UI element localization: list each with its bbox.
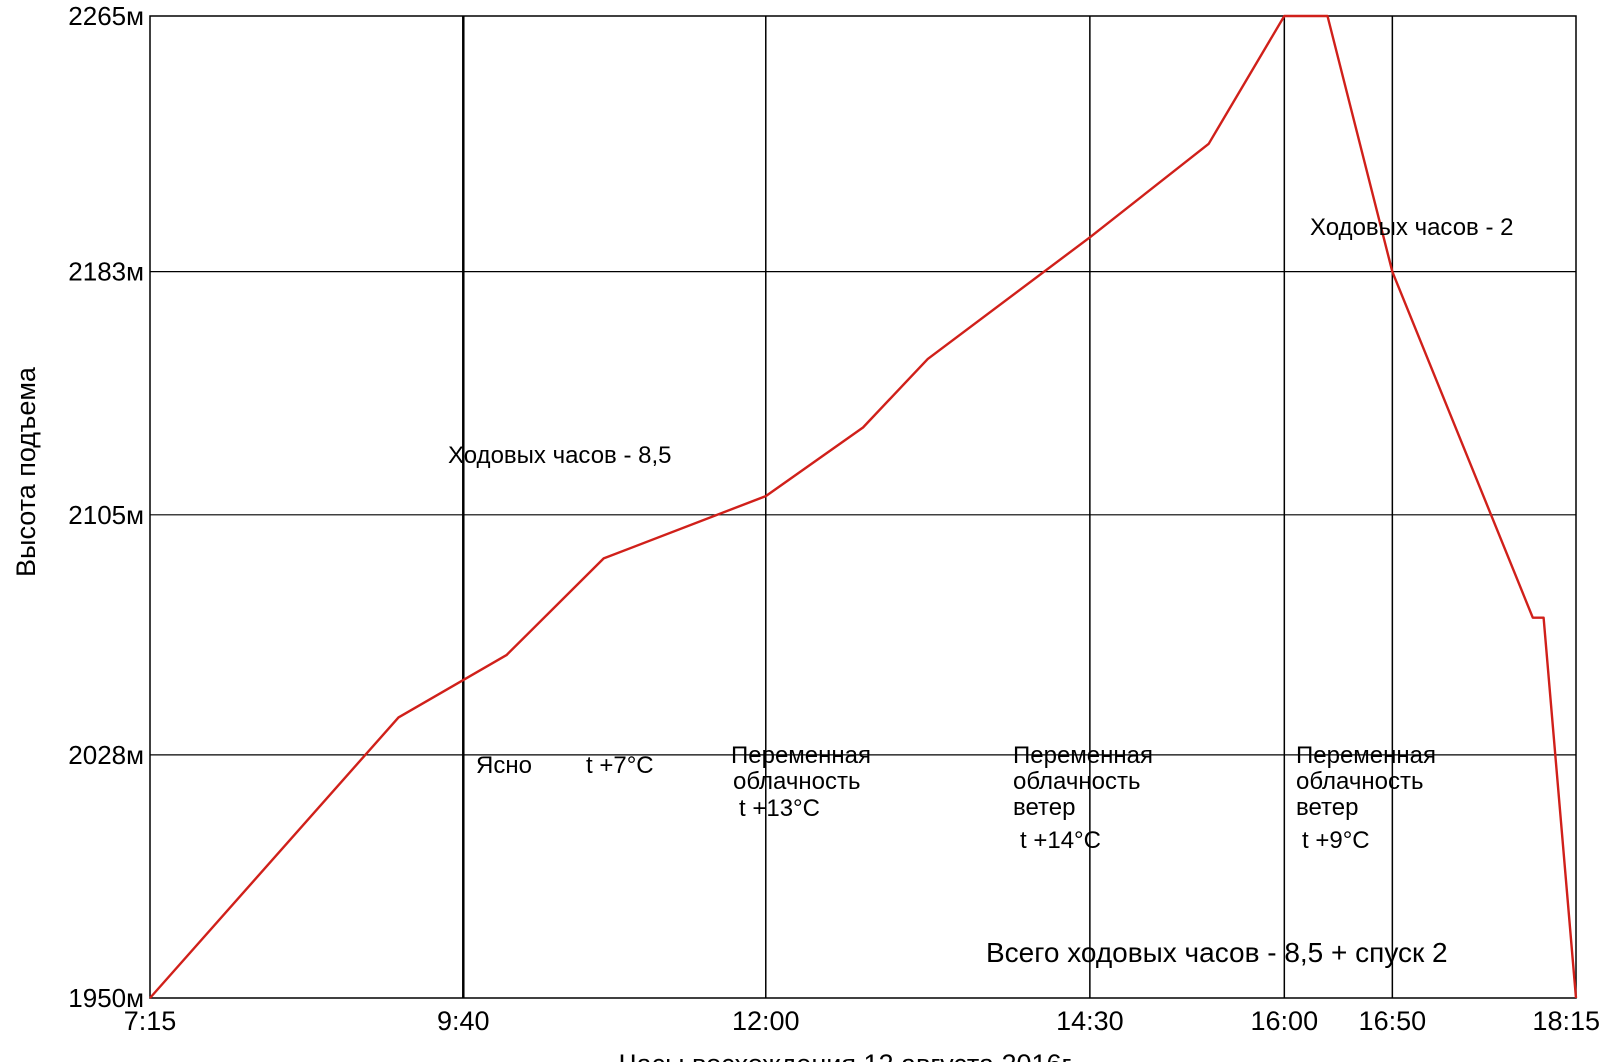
- x-tick-label: 12:00: [732, 1006, 800, 1036]
- vertical-grid-lines: [462, 16, 1394, 998]
- y-tick-label: 2183м: [68, 257, 144, 287]
- x-tick-labels: 7:15 9:40 12:00 14:30 16:00 16:50 18:15: [124, 1006, 1600, 1036]
- y-axis-title: Высота подъема: [11, 366, 41, 577]
- weather-3-line-2: облачность: [1013, 768, 1140, 795]
- x-tick-label: 7:15: [124, 1006, 177, 1036]
- weather-4-temp: t +9°C: [1302, 827, 1370, 854]
- weather-2-line-1: Переменная: [731, 742, 871, 769]
- x-axis-title: Часы восхождения 12 августа 2016г: [619, 1049, 1072, 1062]
- x-tick-label: 16:50: [1359, 1006, 1427, 1036]
- x-tick-label: 18:15: [1532, 1006, 1600, 1036]
- weather-4-line-2: облачность: [1296, 768, 1423, 795]
- y-tick-labels: 1950м 2028м 2105м 2183м 2265м: [68, 1, 144, 1013]
- plot-area: [149, 15, 1577, 999]
- weather-1-sky: Ясно: [476, 752, 532, 779]
- annotation-total-hours: Всего ходовых часов - 8,5 + спуск 2: [986, 937, 1448, 968]
- y-tick-label: 2265м: [68, 1, 144, 31]
- weather-3-line-1: Переменная: [1013, 742, 1153, 769]
- annotation-descent-hours: Ходовых часов - 2: [1310, 214, 1513, 241]
- y-tick-label: 2105м: [68, 500, 144, 530]
- weather-1-temp: t +7°C: [586, 752, 654, 779]
- weather-3-temp: t +14°C: [1020, 827, 1101, 854]
- weather-2-line-2: облачность: [733, 768, 860, 795]
- weather-2-temp: t +13°C: [739, 795, 820, 822]
- altitude-series: [149, 14, 1578, 999]
- annotation-ascent-hours: Ходовых часов - 8,5: [448, 442, 672, 469]
- y-tick-label: 1950м: [68, 983, 144, 1013]
- x-tick-label: 14:30: [1056, 1006, 1124, 1036]
- x-tick-label: 16:00: [1251, 1006, 1319, 1036]
- grid-lines: [150, 271, 1576, 756]
- weather-4-line-3: ветер: [1296, 794, 1358, 821]
- y-tick-label: 2028м: [68, 740, 144, 770]
- altitude-line: [149, 14, 1578, 999]
- x-tick-label: 9:40: [437, 1006, 490, 1036]
- weather-4-line-1: Переменная: [1296, 742, 1436, 769]
- weather-3-line-3: ветер: [1013, 794, 1075, 821]
